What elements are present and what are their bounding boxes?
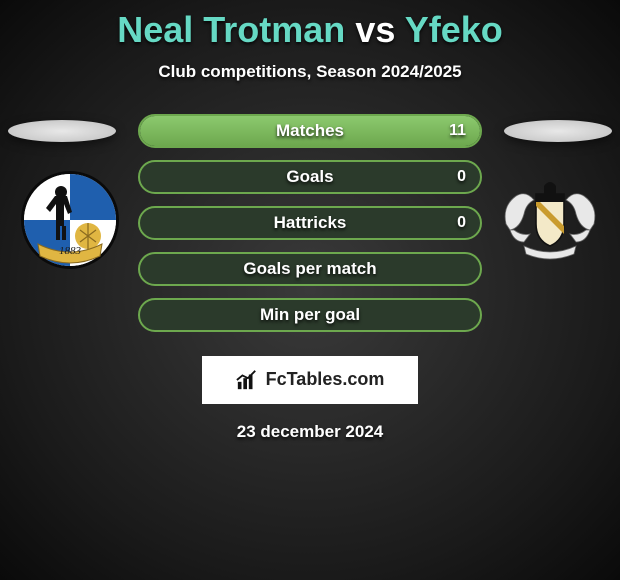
player2-name: Yfeko [405, 9, 503, 50]
vs-text: vs [355, 9, 395, 50]
player2-club-crest [500, 170, 600, 270]
player1-halo [8, 120, 116, 142]
stat-row-hattricks: Hattricks 0 [138, 206, 482, 240]
stat-row-min-per-goal: Min per goal [138, 298, 482, 332]
date-text: 23 december 2024 [0, 422, 620, 442]
stat-value-right: 0 [457, 162, 466, 192]
subtitle: Club competitions, Season 2024/2025 [0, 62, 620, 82]
player1-club-crest: 1883 [20, 170, 120, 270]
stat-row-goals-per-match: Goals per match [138, 252, 482, 286]
stat-label: Hattricks [140, 208, 480, 238]
player2-halo [504, 120, 612, 142]
heraldic-crest-icon [500, 170, 600, 270]
stat-value-right: 0 [457, 208, 466, 238]
crest-year: 1883 [59, 245, 82, 257]
stat-label: Goals per match [140, 254, 480, 284]
main-row: 1883 [0, 114, 620, 344]
stat-bars: Matches 11 Goals 0 Hattricks 0 Goals per… [138, 114, 482, 332]
stat-label: Matches [140, 116, 480, 146]
player1-name: Neal Trotman [117, 9, 345, 50]
page-title: Neal Trotman vs Yfeko [0, 0, 620, 50]
stat-value-right: 11 [449, 116, 466, 146]
branding-badge: FcTables.com [202, 356, 418, 404]
stat-label: Goals [140, 162, 480, 192]
bar-chart-icon [236, 369, 258, 391]
stat-row-goals: Goals 0 [138, 160, 482, 194]
stat-label: Min per goal [140, 300, 480, 330]
branding-text: FcTables.com [266, 369, 385, 390]
stat-row-matches: Matches 11 [138, 114, 482, 148]
comparison-card: Neal Trotman vs Yfeko Club competitions,… [0, 0, 620, 580]
bristol-rovers-icon: 1883 [20, 170, 120, 270]
